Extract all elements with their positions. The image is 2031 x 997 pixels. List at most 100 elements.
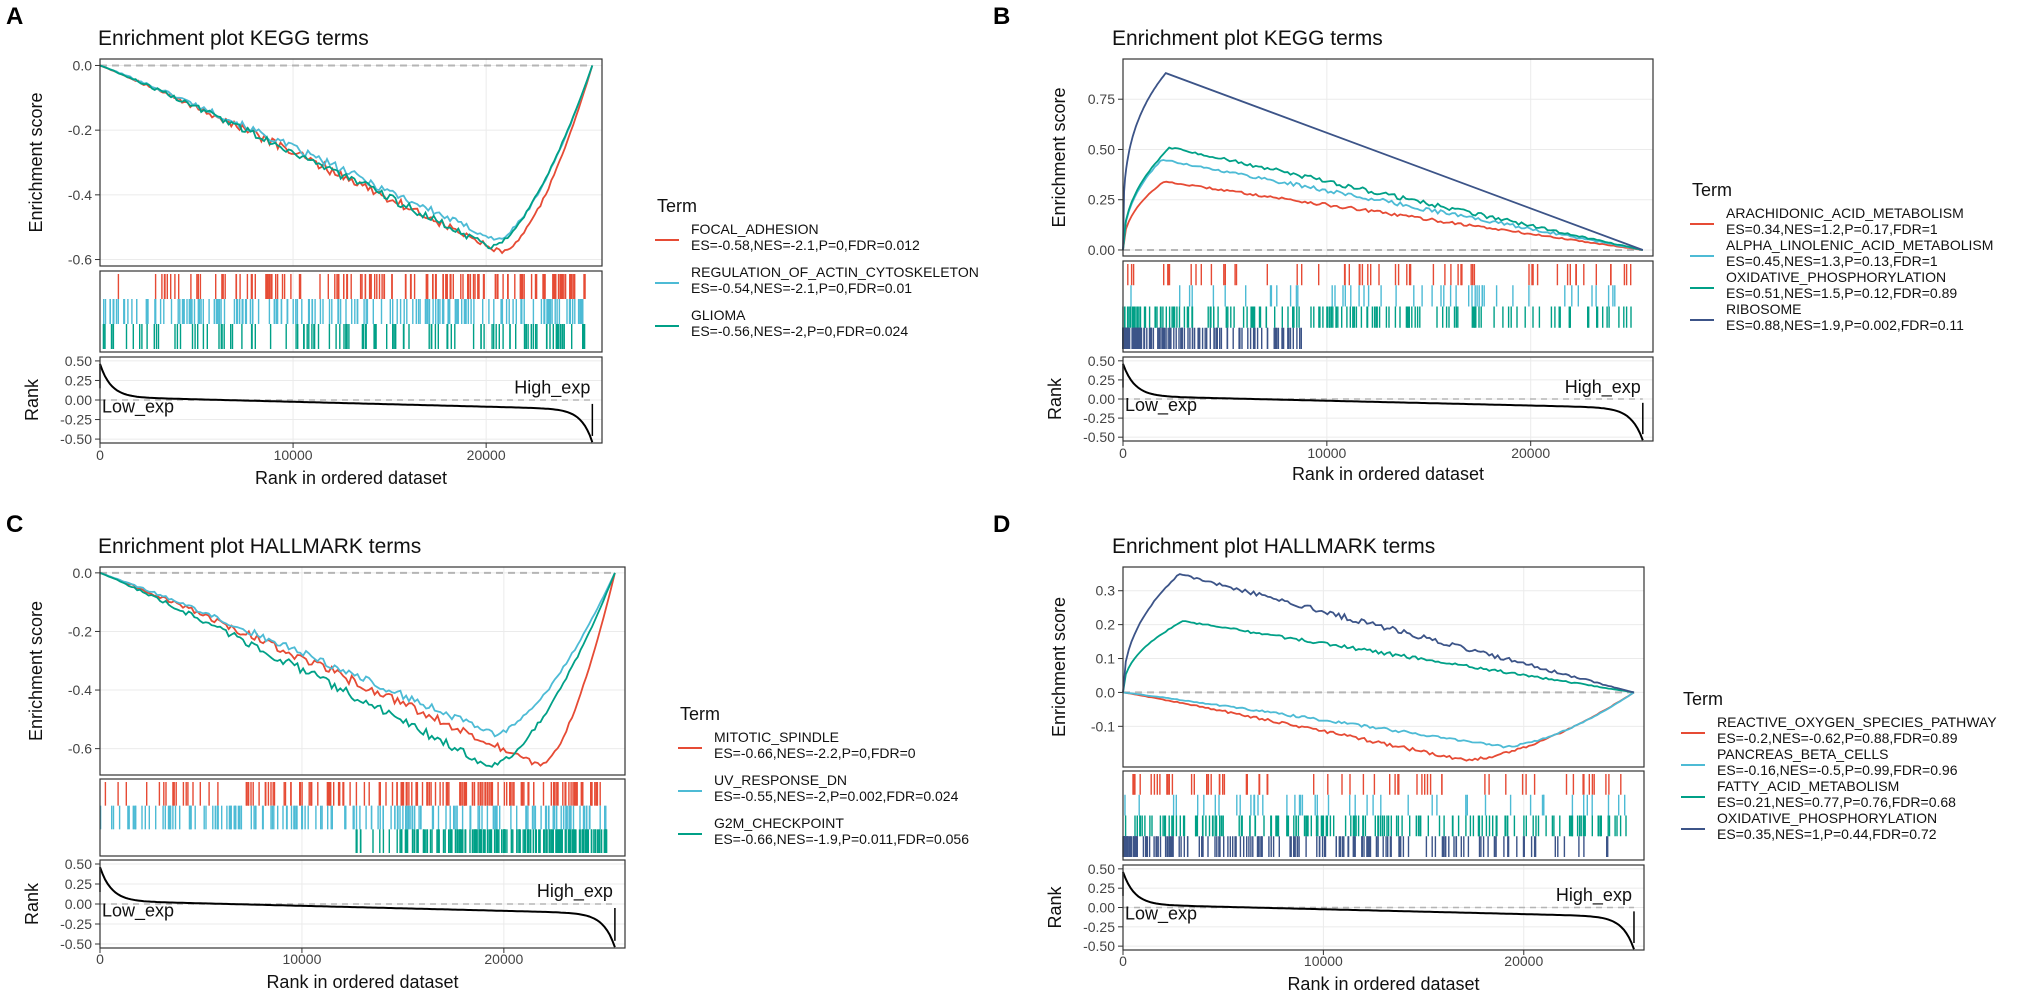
es-frame bbox=[99, 58, 603, 267]
es-curve-g2m-checkpoint bbox=[99, 572, 616, 768]
legend-term-name: RIBOSOME bbox=[1726, 301, 1801, 317]
panel-letter: D bbox=[993, 511, 1010, 538]
legend-term-stats: ES=-0.16,NES=-0.5,P=0.99,FDR=0.96 bbox=[1717, 762, 1958, 778]
legend-term-stats: ES=0.35,NES=1,P=0.44,FDR=0.72 bbox=[1717, 826, 1937, 842]
hit-marks-oxidative-phosphorylation bbox=[1122, 306, 1632, 328]
rank-tick-label: -0.25 bbox=[1083, 919, 1115, 935]
es-frame bbox=[1122, 58, 1654, 257]
y-tick-label: -0.2 bbox=[68, 623, 92, 639]
rank-curve bbox=[99, 363, 594, 443]
x-tick-label: 0 bbox=[96, 447, 104, 463]
y-tick-label: 0.00 bbox=[1088, 242, 1115, 258]
legend-term-stats: ES=0.45,NES=1.3,P=0.13,FDR=1 bbox=[1726, 253, 1938, 269]
high-exp-label: High_exp bbox=[1556, 885, 1632, 906]
legend-term-name: OXIDATIVE_PHOSPHORYLATION bbox=[1717, 810, 1937, 826]
y-tick-label: -0.4 bbox=[68, 682, 92, 698]
panel-letter: B bbox=[993, 3, 1010, 30]
rank-curve bbox=[1122, 871, 1635, 950]
y-tick-label: 0.75 bbox=[1088, 91, 1115, 107]
rank-tick-label: 0.00 bbox=[65, 896, 92, 912]
hit-marks-ribosome bbox=[1122, 327, 1303, 349]
x-tick-label: 20000 bbox=[484, 951, 523, 967]
legend: Term REACTIVE_OXYGEN_SPECIES_PATHWAY ES=-0… bbox=[1681, 689, 1997, 842]
legend-term-stats: ES=0.51,NES=1.5,P=0.12,FDR=0.89 bbox=[1726, 285, 1957, 301]
legend-term-name: PANCREAS_BETA_CELLS bbox=[1717, 746, 1888, 762]
y-axis-title: Enrichment score bbox=[1049, 597, 1069, 737]
x-tick-label: 20000 bbox=[467, 447, 506, 463]
x-tick-label: 10000 bbox=[274, 447, 313, 463]
panel-c: C Enrichment plot HALLMARK terms Low_exp Hi… bbox=[6, 511, 969, 992]
es-frame bbox=[99, 566, 626, 776]
es-curve-oxidative-phosphorylation bbox=[1122, 146, 1643, 251]
x-tick-label: 0 bbox=[1119, 445, 1127, 461]
hit-marks-oxidative-phosphorylation bbox=[1122, 836, 1609, 857]
y-tick-label: 0.1 bbox=[1096, 651, 1116, 667]
hit-marks-g2m-checkpoint bbox=[355, 829, 608, 853]
es-curve-fatty-acid-metabolism bbox=[1122, 620, 1635, 694]
rank-tick-label: 0.25 bbox=[1088, 372, 1115, 388]
y-tick-label: 0.2 bbox=[1096, 617, 1116, 633]
x-tick-label: 10000 bbox=[1304, 953, 1343, 969]
legend-title: Term bbox=[1692, 180, 1732, 200]
legend-term-name: ALPHA_LINOLENIC_ACID_METABOLISM bbox=[1726, 237, 1993, 253]
hit-marks-glioma bbox=[102, 324, 586, 349]
rank-axis-title: Rank bbox=[22, 882, 42, 925]
rank-curve bbox=[1122, 363, 1644, 441]
rank-tick-label: 0.25 bbox=[1088, 880, 1115, 896]
low-exp-label: Low_exp bbox=[102, 900, 174, 921]
hit-marks-pancreas-beta-cells bbox=[1124, 794, 1626, 816]
legend-term-name: G2M_CHECKPOINT bbox=[714, 815, 844, 831]
y-tick-label: -0.4 bbox=[68, 187, 92, 203]
legend: Term MITOTIC_SPINDLEES=-0.66,NES=-2.2,P=0… bbox=[678, 704, 969, 847]
es-curve-pancreas-beta-cells bbox=[1122, 691, 1635, 749]
hits-frame bbox=[99, 270, 603, 353]
panel-letter: A bbox=[6, 3, 23, 30]
rank-tick-label: 0.00 bbox=[1088, 900, 1115, 916]
rank-tick-label: 0.50 bbox=[1088, 861, 1115, 877]
legend-title: Term bbox=[1683, 689, 1723, 709]
panel-a: A Enrichment plot KEGG terms Low_exp High_e… bbox=[6, 3, 979, 488]
legend-term-stats: ES=0.21,NES=0.77,P=0.76,FDR=0.68 bbox=[1717, 794, 1956, 810]
x-tick-label: 20000 bbox=[1511, 445, 1550, 461]
legend-term-name: FOCAL_ADHESION bbox=[691, 221, 819, 237]
legend-term-stats: ES=-0.56,NES=-2,P=0,FDR=0.024 bbox=[691, 323, 908, 339]
legend-term-stats: ES=-0.55,NES=-2,P=0.002,FDR=0.024 bbox=[714, 788, 959, 804]
x-tick-label: 0 bbox=[96, 951, 104, 967]
rank-tick-label: 0.00 bbox=[65, 392, 92, 408]
es-curve-glioma bbox=[99, 64, 594, 250]
rank-axis-title: Rank bbox=[1045, 377, 1065, 420]
y-tick-label: 0.0 bbox=[73, 57, 93, 73]
es-curve-arachidonic-acid-metabolism bbox=[1122, 180, 1643, 251]
legend-term-name: GLIOMA bbox=[691, 307, 746, 323]
hit-marks-alpha-linolenic-acid-metabolism bbox=[1130, 285, 1616, 307]
panel-title: Enrichment plot HALLMARK terms bbox=[98, 535, 421, 558]
legend-term-stats: ES=-0.54,NES=-2.1,P=0,FDR=0.01 bbox=[691, 280, 912, 296]
rank-tick-label: -0.50 bbox=[60, 431, 92, 447]
y-tick-label: -0.1 bbox=[1091, 718, 1115, 734]
x-axis-title: Rank in ordered dataset bbox=[266, 972, 458, 992]
es-curve-alpha-linolenic-acid-metabolism bbox=[1122, 159, 1643, 251]
rank-tick-label: -0.25 bbox=[1083, 410, 1115, 426]
legend-term-stats: ES=0.88,NES=1.9,P=0.002,FDR=0.11 bbox=[1726, 317, 1964, 333]
y-tick-label: 0.0 bbox=[73, 565, 93, 581]
hits-frame bbox=[99, 778, 626, 857]
y-axis-title: Enrichment score bbox=[26, 92, 46, 232]
rank-tick-label: 0.25 bbox=[65, 876, 92, 892]
legend-term-name: ARACHIDONIC_ACID_METABOLISM bbox=[1726, 205, 1964, 221]
y-tick-label: -0.6 bbox=[68, 741, 92, 757]
es-curve-uv-response-dn bbox=[99, 572, 616, 738]
rank-axis-title: Rank bbox=[1045, 885, 1065, 928]
rank-tick-label: 0.25 bbox=[65, 372, 92, 388]
rank-tick-label: 0.50 bbox=[65, 353, 92, 369]
high-exp-label: High_exp bbox=[537, 881, 613, 902]
hit-marks-arachidonic-acid-metabolism bbox=[1127, 264, 1632, 286]
x-tick-label: 20000 bbox=[1504, 953, 1543, 969]
legend-term-stats: ES=-0.66,NES=-2.2,P=0,FDR=0 bbox=[714, 745, 916, 761]
rank-tick-label: -0.50 bbox=[1083, 938, 1115, 954]
legend-term-name: OXIDATIVE_PHOSPHORYLATION bbox=[1726, 269, 1946, 285]
legend-term-name: REACTIVE_OXYGEN_SPECIES_PATHWAY bbox=[1717, 714, 1997, 730]
x-axis-title: Rank in ordered dataset bbox=[255, 468, 447, 488]
panel-title: Enrichment plot HALLMARK terms bbox=[1112, 535, 1435, 558]
